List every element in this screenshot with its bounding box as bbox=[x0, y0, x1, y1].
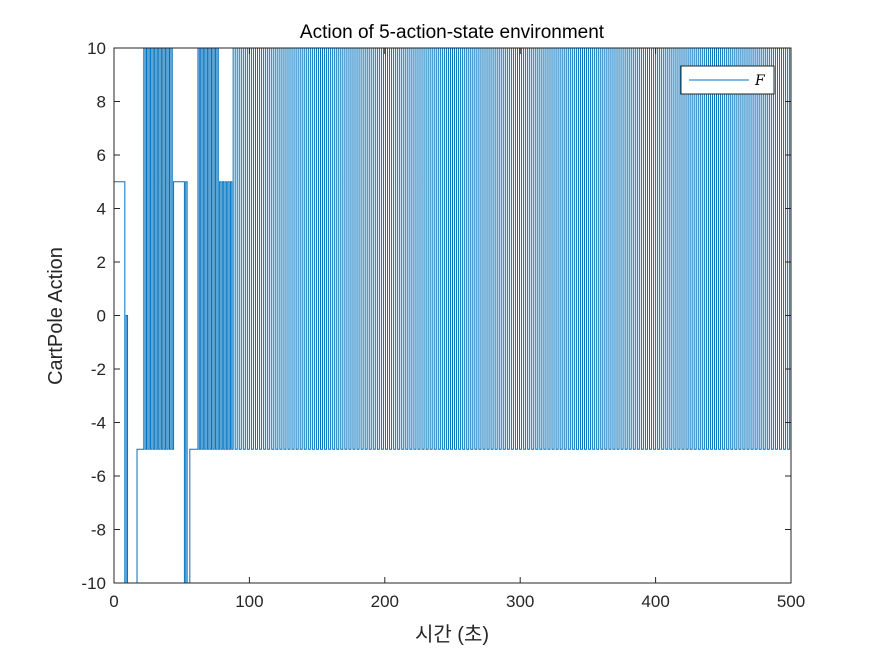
y-tick-label: 0 bbox=[97, 307, 106, 326]
x-tick-label: 300 bbox=[506, 592, 534, 611]
x-tick-label: 500 bbox=[777, 592, 805, 611]
y-tick-label: 2 bbox=[97, 253, 106, 272]
y-tick-label: -4 bbox=[91, 414, 106, 433]
chart-title: Action of 5-action-state environment bbox=[300, 22, 605, 43]
y-axis-label: CartPole Action bbox=[45, 247, 67, 385]
y-tick-label: -10 bbox=[81, 574, 106, 593]
legend-label-f: F bbox=[754, 73, 766, 89]
y-tick-label: -2 bbox=[91, 360, 106, 379]
y-tick-label: 4 bbox=[97, 200, 106, 219]
y-tick-label: -6 bbox=[91, 467, 106, 486]
x-tick-label: 200 bbox=[371, 592, 399, 611]
y-tick-label: 10 bbox=[87, 39, 106, 58]
y-tick-label: -8 bbox=[91, 521, 106, 540]
legend: F bbox=[680, 65, 775, 95]
x-tick-label: 0 bbox=[109, 592, 118, 611]
ticks-layer: 0 100 200 300 400 500 -10 -8 -6 -4 -2 0 2 4 6 8 10 bbox=[81, 39, 805, 611]
x-tick-label: 100 bbox=[235, 592, 263, 611]
x-tick-label: 400 bbox=[641, 592, 669, 611]
x-axis-label: 시간 (초) bbox=[415, 623, 489, 646]
y-tick-label: 6 bbox=[97, 146, 106, 165]
y-tick-label: 8 bbox=[97, 93, 106, 112]
